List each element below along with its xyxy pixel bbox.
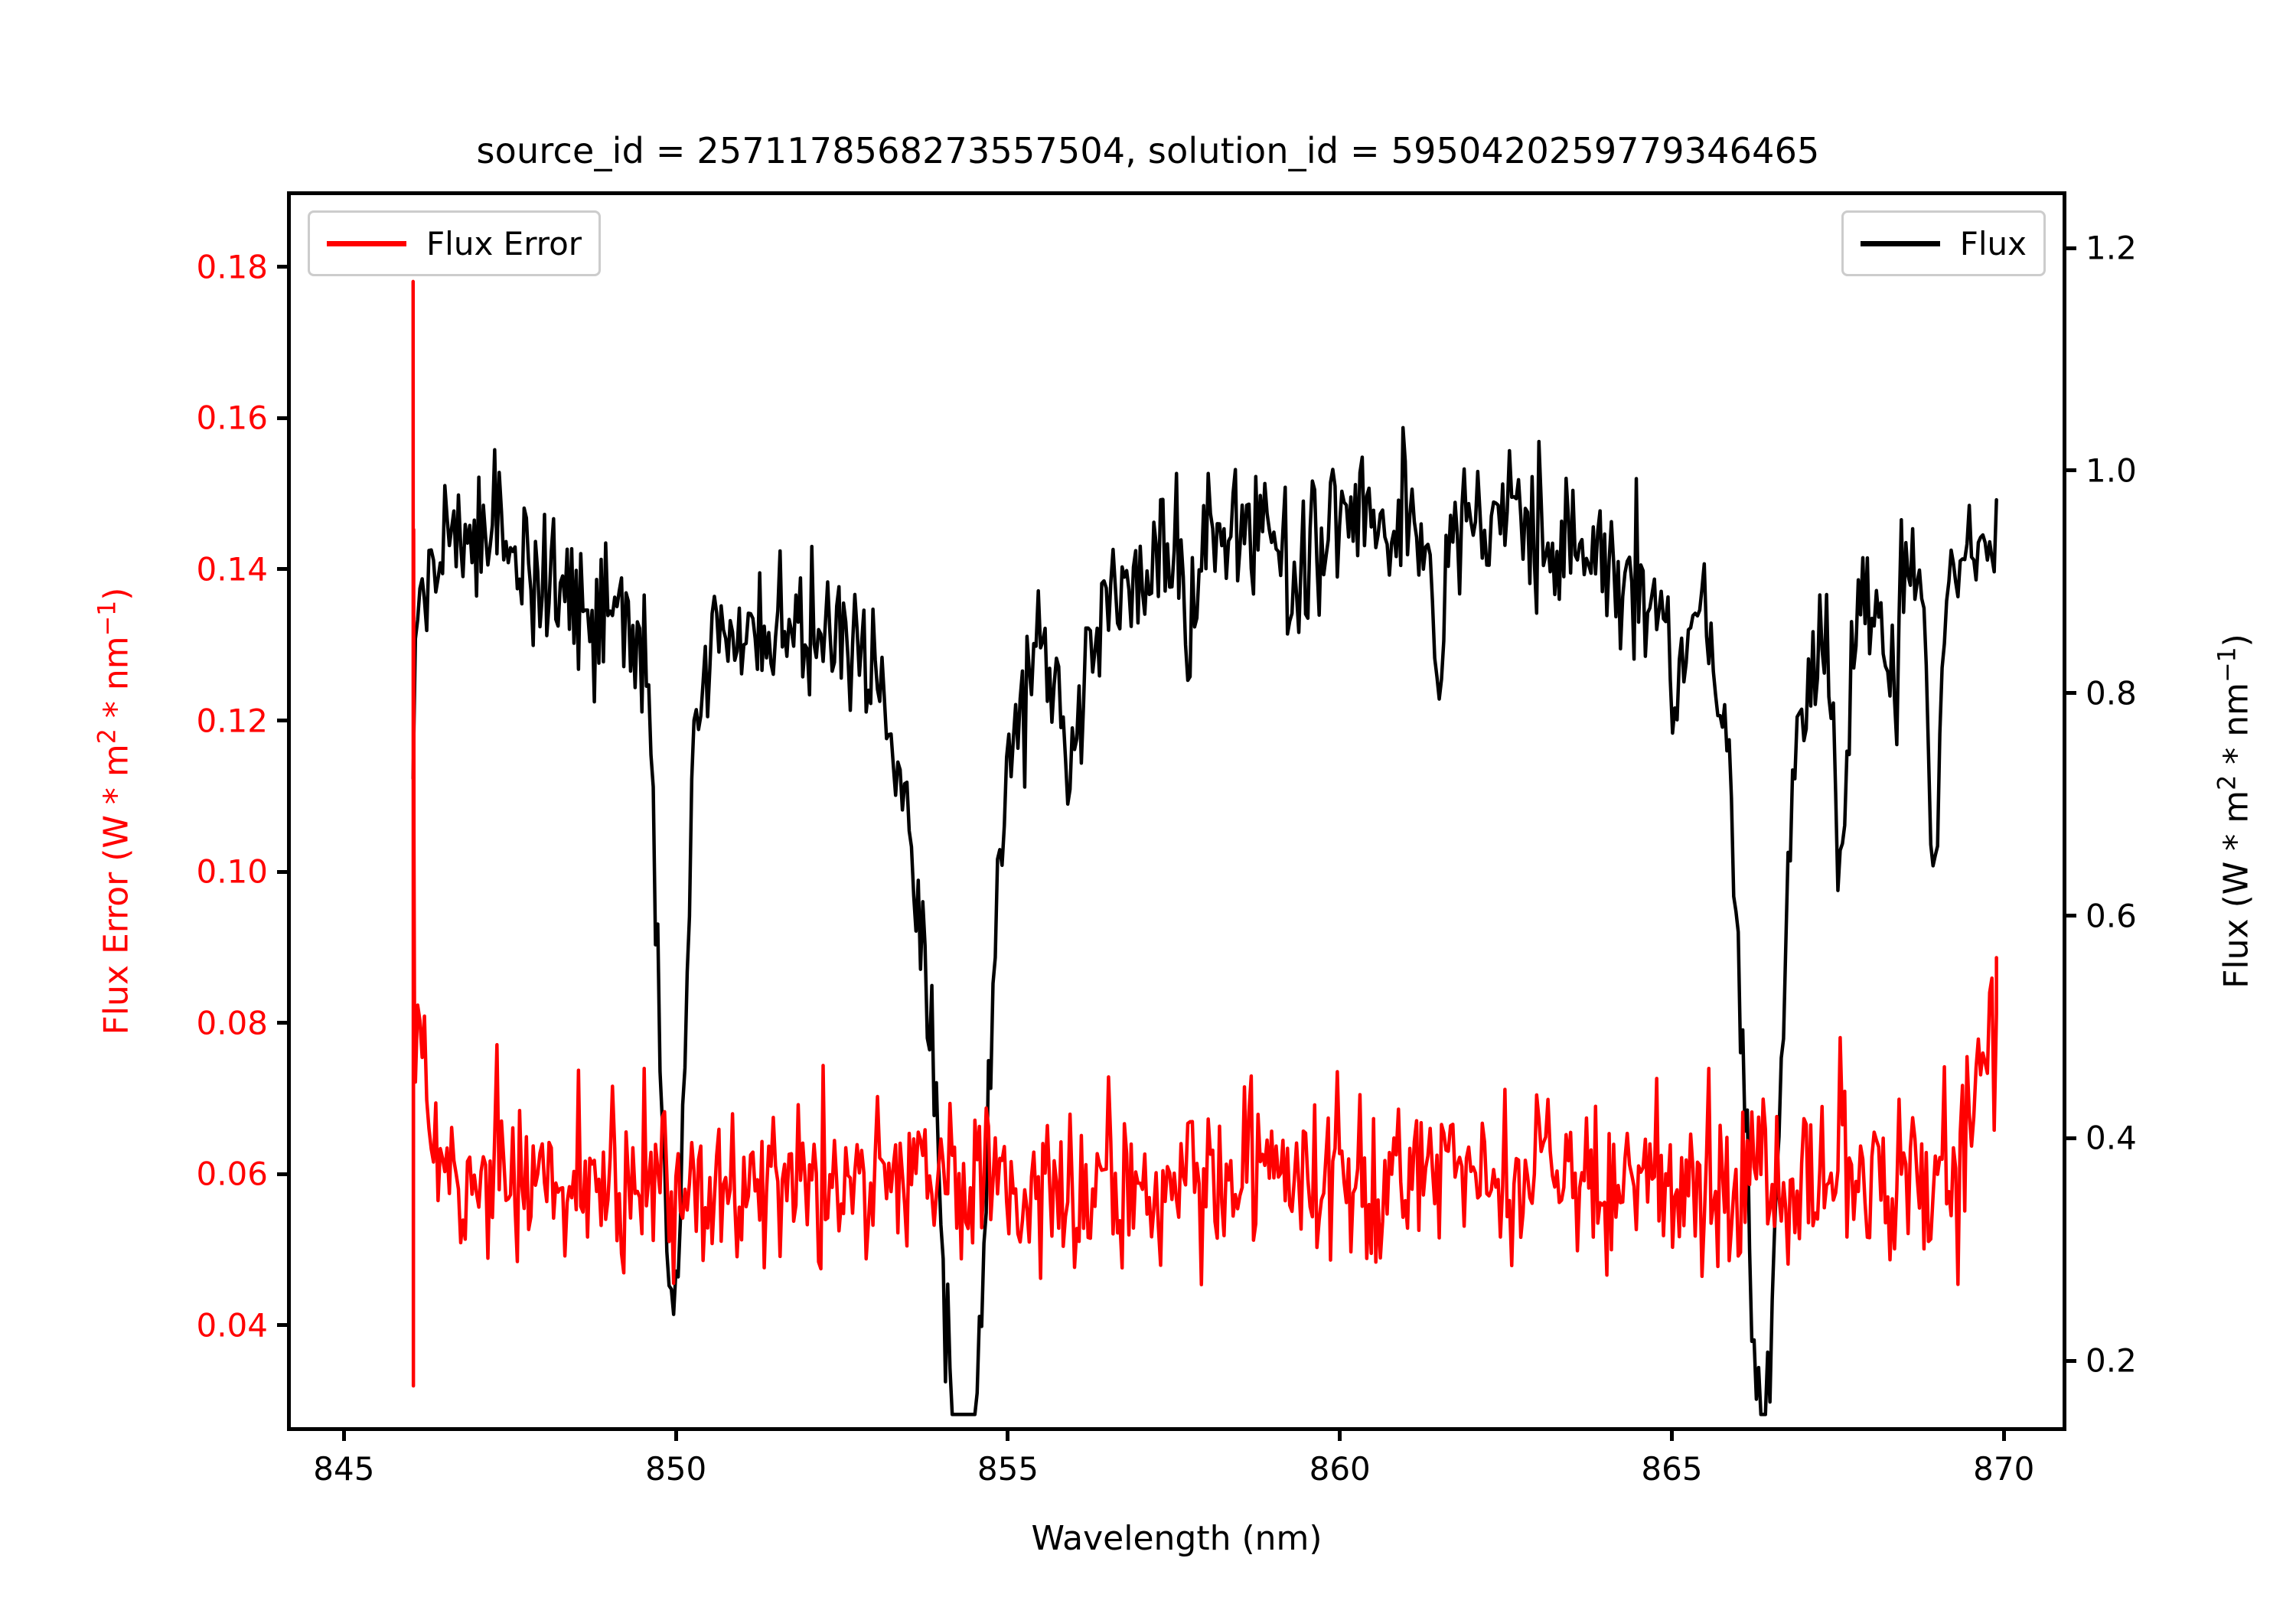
y-left-title-sup2: −1 (93, 600, 122, 637)
y-left-title-mid: * nm (96, 636, 136, 729)
y-axis-left-tick (277, 1021, 291, 1025)
y-axis-left-tick-label: 0.18 (196, 248, 268, 286)
y-axis-left-tick-label: 0.14 (196, 550, 268, 588)
y-axis-left-tick (277, 265, 291, 269)
x-axis-tick (1669, 1427, 1674, 1441)
y-axis-right-tick (2063, 1136, 2076, 1140)
y-axis-left-tick (277, 567, 291, 572)
x-axis-tick (1338, 1427, 1342, 1441)
legend-label-flux: Flux (1959, 224, 2027, 262)
y-axis-left-tick (277, 416, 291, 420)
y-axis-right-title: Flux (W * m2 * nm−1) (2214, 634, 2256, 989)
y-axis-right-tick-label: 0.4 (2086, 1119, 2137, 1157)
y-axis-left-tick-label: 0.06 (196, 1155, 268, 1193)
y-axis-right-tick (2063, 246, 2076, 250)
plot-area: 0.04 0.06 0.08 0.10 0.12 0.14 0.16 0.18 0.2 0.4 0… (196, 191, 2137, 1488)
y-axis-left-tick (277, 1172, 291, 1176)
legend-line-icon-flux (1860, 240, 1940, 246)
y-axis-left-tick-label: 0.12 (196, 702, 268, 740)
x-axis-title: Wavelength (nm) (1031, 1519, 1322, 1558)
x-axis-tick (1006, 1427, 1010, 1441)
y-axis-right-tick (2063, 468, 2076, 473)
y-axis-right-tick-label: 0.6 (2086, 897, 2137, 935)
y-axis-right-tick (2063, 691, 2076, 696)
y-axis-left-tick-label: 0.08 (196, 1004, 268, 1042)
y-right-title-prefix: Flux (W * m (2216, 790, 2256, 989)
x-axis-tick-label: 855 (977, 1450, 1039, 1488)
y-axis-right-tick (2063, 914, 2076, 918)
legend-flux[interactable]: Flux (1841, 210, 2046, 276)
x-axis-tick-label: 860 (1309, 1450, 1371, 1488)
x-axis-tick (341, 1427, 346, 1441)
y-right-title-suffix: ) (2216, 634, 2256, 647)
x-axis-tick-label: 845 (313, 1450, 375, 1488)
y-left-title-sup1: 2 (93, 729, 122, 745)
y-axis-left-tick-label: 0.04 (196, 1306, 268, 1345)
y-axis-left-tick (277, 719, 291, 723)
y-axis-right-tick-label: 1.0 (2086, 451, 2137, 490)
y-axis-right-tick (2063, 1358, 2076, 1363)
y-right-title-mid: * nm (2216, 683, 2256, 775)
flux-series-line (411, 425, 1998, 1416)
y-axis-right-tick-label: 0.2 (2086, 1341, 2137, 1380)
flux-error-series-line (411, 279, 1998, 1388)
y-left-title-prefix: Flux Error (W * m (96, 744, 136, 1035)
x-axis-tick-label: 865 (1641, 1450, 1703, 1488)
y-left-title-suffix: ) (96, 587, 136, 601)
x-axis-tick-label: 850 (645, 1450, 707, 1488)
x-axis-tick-label: 870 (1973, 1450, 2035, 1488)
legend-line-icon-flux-error (327, 240, 406, 246)
y-axis-left-tick-label: 0.10 (196, 852, 268, 891)
x-axis-tick (673, 1427, 678, 1441)
y-axis-left-tick (277, 869, 291, 874)
x-axis-tick (2001, 1427, 2006, 1441)
legend-flux-error[interactable]: Flux Error (308, 210, 602, 276)
page-title: source_id = 2571178568273557504, solutio… (476, 130, 1820, 171)
legend-label-flux-error: Flux Error (426, 224, 582, 262)
y-right-title-sup2: −1 (2213, 647, 2242, 683)
y-axis-left-tick-label: 0.16 (196, 399, 268, 437)
y-right-title-sup1: 2 (2213, 774, 2242, 790)
y-axis-right-tick-label: 1.2 (2086, 229, 2137, 267)
y-axis-left-title: Flux Error (W * m2 * nm−1) (94, 588, 136, 1035)
spectrum-plot-svg (411, 279, 1998, 1416)
y-axis-right-tick-label: 0.8 (2086, 674, 2137, 712)
y-axis-left-tick (277, 1323, 291, 1328)
